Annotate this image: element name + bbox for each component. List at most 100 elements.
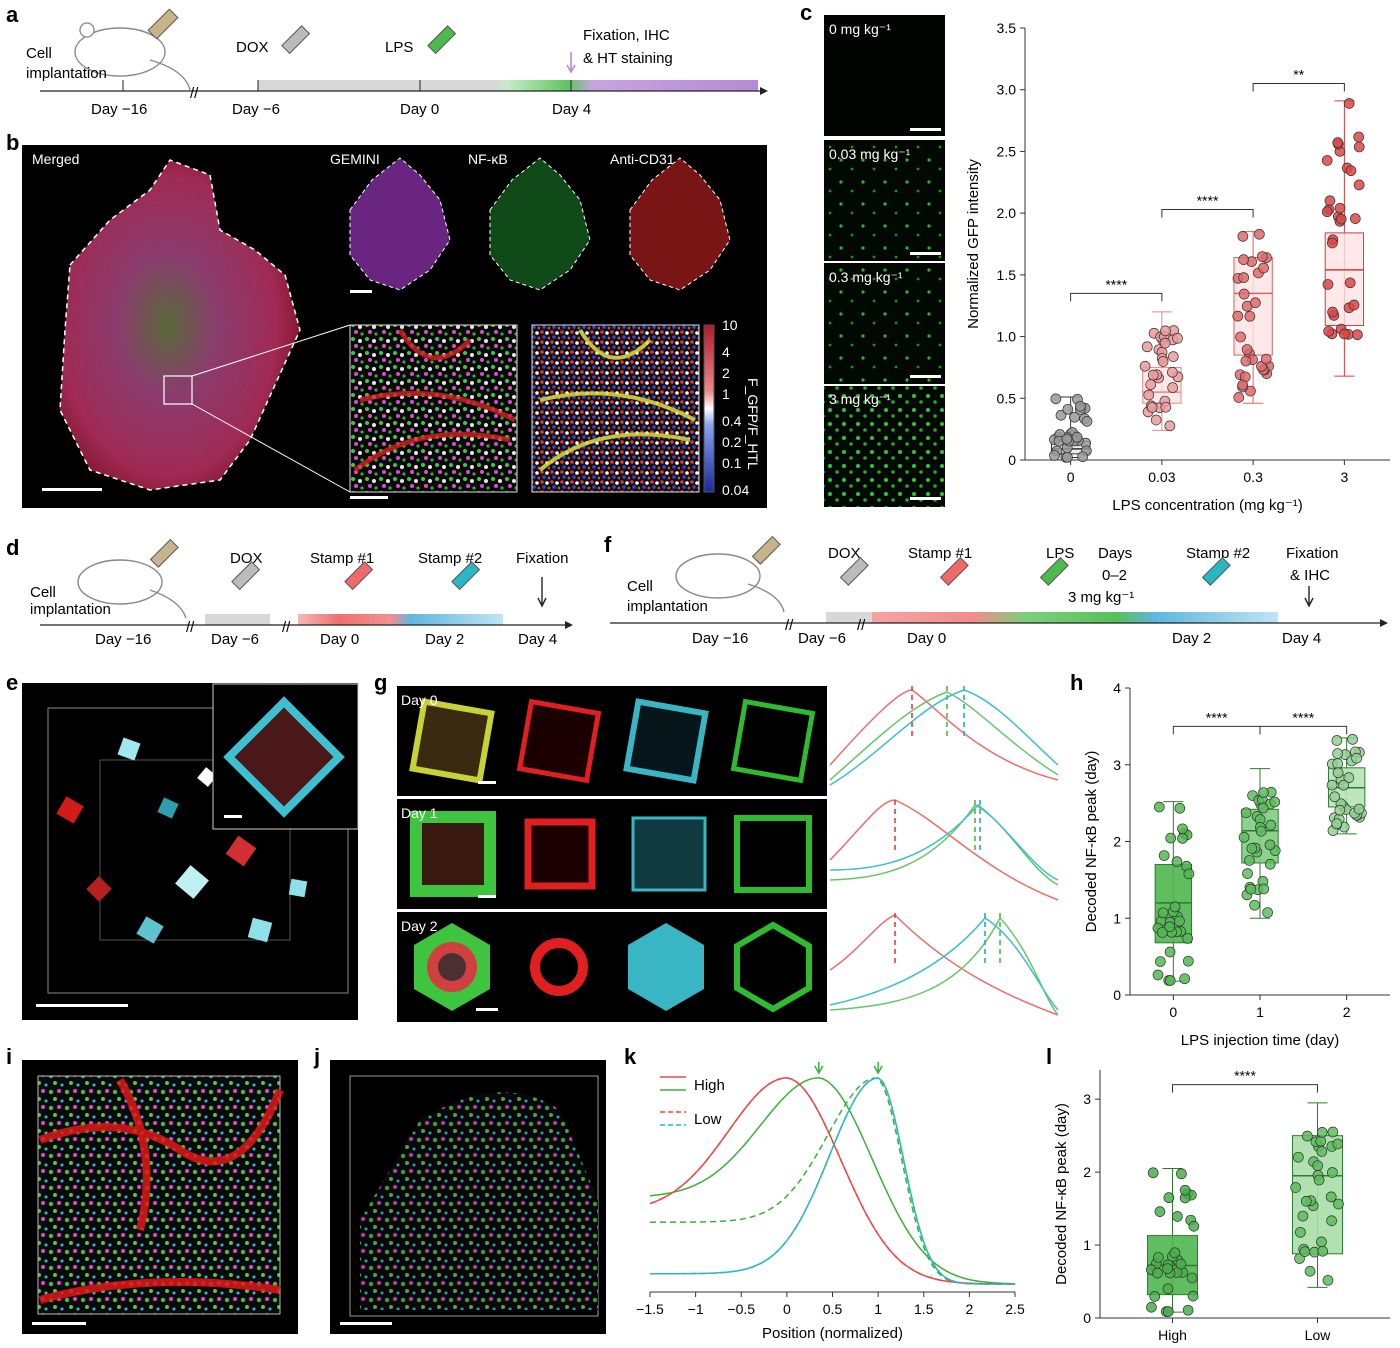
- day-label: Day 2: [1172, 630, 1211, 647]
- data-point: [1343, 772, 1355, 784]
- data-point: [1353, 141, 1365, 153]
- lps-label: LPS: [385, 39, 413, 56]
- peak-arrow-icon: [873, 1062, 883, 1075]
- data-point: [1055, 409, 1067, 421]
- y-tick-label: 0: [1008, 452, 1016, 468]
- data-point: [1327, 306, 1338, 318]
- x-tick-label: 2: [1343, 1004, 1351, 1020]
- data-point: [1343, 98, 1355, 109]
- x-tick-label: −0.5: [727, 1301, 755, 1317]
- data-point: [1172, 332, 1183, 344]
- y-tick-label: 1: [1083, 1237, 1091, 1253]
- data-point: [1158, 850, 1170, 861]
- dox-label: DOX: [230, 550, 263, 567]
- channel-label-anti-cd31: Anti-CD31: [610, 151, 675, 167]
- panel-letter-e: e: [6, 670, 18, 695]
- data-point: [1152, 969, 1164, 981]
- data-point: [1238, 254, 1249, 266]
- data-point: [1071, 431, 1083, 443]
- data-point: [1177, 833, 1188, 844]
- data-point: [1164, 946, 1176, 958]
- data-point: [1335, 213, 1347, 225]
- data-point: [1157, 356, 1169, 367]
- scale-bar: [910, 375, 941, 378]
- y-tick-label: 1: [1113, 910, 1121, 926]
- y-tick-label: 3.0: [997, 82, 1017, 98]
- panel-letter-c: c: [800, 0, 812, 25]
- x-tick-label: 3: [1340, 469, 1348, 485]
- y-tick-label: 4: [1113, 680, 1121, 696]
- data-point: [1164, 975, 1176, 986]
- data-point: [1245, 883, 1257, 895]
- data-point: [1074, 400, 1086, 412]
- panel-letter-l: l: [1046, 1044, 1052, 1069]
- axis-break: //: [785, 617, 794, 634]
- data-point: [1258, 883, 1270, 895]
- day-label: Day −6: [232, 101, 280, 118]
- data-point: [1244, 855, 1255, 866]
- data-point: [1062, 451, 1073, 463]
- data-point: [1316, 1146, 1328, 1157]
- data-point: [1258, 787, 1269, 798]
- scale-bar: [350, 496, 388, 499]
- arrowhead-icon: [565, 621, 573, 629]
- syringe-icon: [1039, 556, 1069, 586]
- panel-i: i: [6, 1044, 298, 1334]
- syringe-icon: [344, 561, 374, 591]
- data-point: [1327, 1126, 1339, 1138]
- data-point: [1241, 344, 1253, 355]
- data-point: [1353, 131, 1365, 143]
- data-point: [1139, 360, 1151, 372]
- dose-label: 3 mg kg⁻¹: [829, 391, 891, 407]
- colorbar-tick: 2: [722, 365, 730, 381]
- tumor-outline: [59, 159, 301, 491]
- significance-label: ****: [1234, 1068, 1256, 1084]
- legend: High Low: [660, 1076, 725, 1128]
- y-axis-title: Decoded NF-κB peak (day): [1053, 1103, 1070, 1285]
- data-point: [1264, 839, 1276, 851]
- scale-bar: [910, 252, 941, 255]
- panel-f: f Cell implantation DOX Stamp #1 LPS Day…: [604, 532, 1388, 647]
- data-point: [1353, 179, 1365, 191]
- x-tick-label: −1.5: [636, 1301, 664, 1317]
- y-tick-label: 2: [1113, 834, 1121, 850]
- dose-label: 0.03 mg kg⁻¹: [829, 146, 911, 162]
- lps-label: LPS: [1046, 545, 1074, 562]
- particle-image-grid: [397, 686, 827, 1022]
- data-point: [1174, 802, 1186, 814]
- chart-h: 0 1 2 3 4 0 1 2 **** **** Decoded NF-κB peak (day)…: [1083, 680, 1390, 1049]
- data-point: [1145, 379, 1157, 390]
- timeline-bar: [872, 612, 1278, 623]
- scale-bar: [340, 1322, 392, 1325]
- data-point: [1264, 858, 1276, 870]
- data-point: [1179, 973, 1191, 985]
- data-point: [1332, 1138, 1344, 1150]
- cell-implantation-line-2: implantation: [627, 598, 708, 615]
- data-point: [1061, 433, 1073, 445]
- panel-c: c 0 mg kg⁻¹ 0.03 mg kg⁻¹ 0.3 mg kg⁻¹ 3 m…: [800, 0, 1390, 514]
- data-point: [1242, 868, 1253, 879]
- data-point: [1069, 411, 1080, 423]
- colorbar-tick: 10: [722, 317, 738, 333]
- data-point: [1300, 1195, 1312, 1207]
- data-point: [1332, 748, 1343, 759]
- data-point: [1240, 355, 1252, 367]
- syringe-icon: [147, 8, 179, 40]
- cell-implantation-line-1: Cell: [627, 578, 653, 595]
- profile-plot: [829, 686, 1059, 1016]
- data-point: [1348, 299, 1360, 311]
- data-point: [1312, 1160, 1324, 1172]
- data-point: [1232, 310, 1244, 322]
- significance-bracket: [1172, 1084, 1318, 1093]
- significance-label: **: [1293, 67, 1304, 83]
- chart-l: 0 1 2 3 High Low **** Decoded NF-κB peak (day): [1053, 1068, 1390, 1343]
- merged-label: Merged: [32, 151, 79, 167]
- panel-letter-d: d: [6, 535, 19, 560]
- data-point: [1147, 369, 1159, 381]
- data-point: [1150, 414, 1162, 426]
- x-tick-label: 1.5: [914, 1301, 934, 1317]
- data-point: [1333, 1198, 1344, 1210]
- data-point: [1316, 1127, 1328, 1138]
- scale-bar: [910, 497, 941, 500]
- lps-days-line-2: 0–2: [1102, 567, 1127, 584]
